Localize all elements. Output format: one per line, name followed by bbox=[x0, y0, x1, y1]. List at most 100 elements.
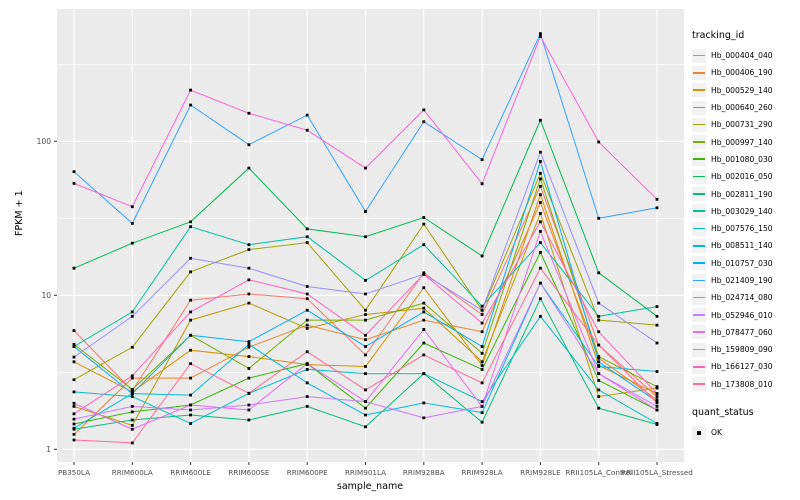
quant-status-item: OK bbox=[692, 424, 800, 441]
data-point bbox=[539, 220, 542, 224]
data-point bbox=[247, 301, 251, 305]
data-point bbox=[364, 210, 367, 213]
legend-item-label: Hb_007576_150 bbox=[711, 224, 773, 234]
data-point bbox=[480, 360, 484, 364]
legend-key-line-icon bbox=[692, 48, 706, 63]
data-point bbox=[364, 345, 367, 348]
legend-item-label: Hb_000731_290 bbox=[711, 120, 773, 130]
legend-key-line-icon bbox=[692, 290, 706, 305]
data-point bbox=[72, 342, 76, 346]
data-point bbox=[72, 404, 76, 408]
data-point bbox=[305, 227, 309, 231]
data-point bbox=[422, 216, 426, 219]
data-point bbox=[247, 278, 251, 282]
data-point bbox=[189, 362, 192, 366]
legend-item: Hb_052946_010 bbox=[692, 306, 800, 323]
legend-key-line-icon bbox=[692, 342, 706, 357]
data-point bbox=[480, 345, 484, 348]
legend-key-line-icon bbox=[692, 65, 706, 80]
data-point bbox=[480, 321, 484, 325]
data-point bbox=[189, 348, 192, 352]
data-point bbox=[305, 368, 309, 371]
data-point bbox=[247, 292, 251, 296]
data-point bbox=[655, 314, 659, 318]
data-point bbox=[539, 297, 542, 301]
data-point bbox=[130, 395, 134, 398]
legend-item: Hb_002016_050 bbox=[692, 168, 800, 185]
legend-item-label: Hb_173808_010 bbox=[711, 379, 773, 389]
data-point bbox=[539, 32, 542, 36]
legend-item: Hb_000731_290 bbox=[692, 116, 800, 133]
data-point bbox=[189, 310, 192, 314]
legend-item-label: Hb_024714_080 bbox=[711, 293, 773, 303]
data-point bbox=[364, 278, 367, 282]
data-point bbox=[130, 390, 134, 394]
x-tick-label: RRII105LA_Control bbox=[565, 468, 632, 477]
data-point bbox=[597, 314, 601, 318]
data-point bbox=[189, 333, 192, 337]
data-point bbox=[364, 353, 367, 357]
x-tick-label: RRIM600LA bbox=[112, 468, 153, 477]
data-point bbox=[422, 341, 426, 345]
data-point bbox=[247, 355, 251, 358]
legend-item: Hb_078477_060 bbox=[692, 324, 800, 341]
data-point bbox=[305, 241, 309, 244]
data-point bbox=[247, 111, 251, 115]
data-point bbox=[189, 298, 192, 302]
data-point bbox=[422, 301, 426, 305]
data-point bbox=[247, 345, 251, 349]
data-point bbox=[655, 422, 659, 425]
legend-key-point-icon bbox=[692, 425, 706, 440]
data-point bbox=[539, 150, 542, 154]
data-point bbox=[597, 360, 601, 364]
data-point bbox=[422, 243, 426, 247]
y-tick-label: 1 bbox=[46, 445, 51, 454]
data-point bbox=[72, 417, 76, 421]
data-point bbox=[480, 308, 484, 312]
legend-key-line-icon bbox=[692, 359, 706, 374]
data-point bbox=[422, 318, 426, 322]
data-point bbox=[305, 235, 309, 239]
legend-item: Hb_000997_140 bbox=[692, 133, 800, 150]
data-point bbox=[597, 379, 601, 382]
data-point bbox=[72, 170, 76, 174]
data-point bbox=[364, 365, 367, 368]
data-point bbox=[189, 103, 192, 107]
legend-key-line-icon bbox=[692, 325, 706, 340]
legend-key-line-icon bbox=[692, 187, 706, 202]
data-point bbox=[655, 206, 659, 210]
legend-item-label: Hb_166127_030 bbox=[711, 362, 773, 372]
legend-item-label: Hb_010757_030 bbox=[711, 258, 773, 268]
data-point bbox=[364, 413, 367, 417]
data-point bbox=[480, 304, 484, 308]
x-tick-label: PB350LA bbox=[58, 468, 90, 477]
legend-item: Hb_000640_260 bbox=[692, 99, 800, 116]
data-point bbox=[422, 306, 426, 310]
legend-item: Hb_159809_090 bbox=[692, 341, 800, 358]
legend-item: Hb_001080_030 bbox=[692, 151, 800, 168]
data-point bbox=[480, 364, 484, 367]
data-point bbox=[364, 425, 367, 429]
x-tick-label: RRIM600PE bbox=[287, 468, 328, 477]
data-point bbox=[655, 398, 659, 402]
data-point bbox=[130, 376, 134, 380]
legend-item: Hb_000404_040 bbox=[692, 47, 800, 64]
legend-key-line-icon bbox=[692, 152, 706, 167]
data-point bbox=[247, 418, 251, 422]
data-point bbox=[480, 400, 484, 404]
data-point bbox=[72, 438, 76, 442]
legend-key-line-icon bbox=[692, 256, 706, 271]
y-tick-label: 100 bbox=[37, 137, 52, 146]
data-point bbox=[597, 355, 601, 358]
data-point bbox=[364, 292, 367, 296]
data-point bbox=[305, 381, 309, 385]
data-point bbox=[305, 318, 309, 322]
data-point bbox=[247, 243, 251, 247]
data-point bbox=[364, 338, 367, 342]
data-point bbox=[422, 353, 426, 357]
data-point bbox=[480, 330, 484, 334]
legend-quant-status: quant_status OK bbox=[692, 407, 800, 441]
data-point bbox=[480, 158, 484, 162]
legend-item-label: Hb_078477_060 bbox=[711, 327, 773, 337]
